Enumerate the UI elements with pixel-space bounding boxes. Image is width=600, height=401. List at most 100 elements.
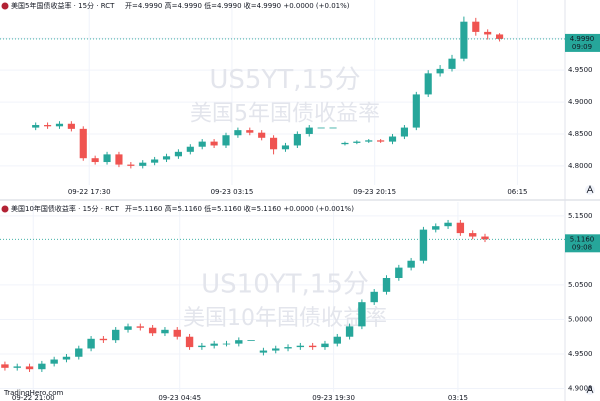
candle-body bbox=[112, 329, 120, 341]
candle-body bbox=[432, 226, 440, 230]
candle-body bbox=[496, 34, 504, 39]
candle-body bbox=[353, 141, 361, 143]
candle-body bbox=[456, 222, 465, 234]
countdown-label: 09:08 bbox=[572, 243, 592, 251]
y-tick-label: 5.0000 bbox=[568, 315, 593, 323]
candle-body bbox=[162, 156, 171, 160]
candle-body bbox=[198, 141, 206, 147]
watermark-subtitle: 美国5年国债收益率 bbox=[190, 102, 380, 127]
candle-body bbox=[407, 260, 415, 268]
y-tick-label: 4.9500 bbox=[568, 66, 593, 74]
countdown-label: 09:09 bbox=[572, 43, 592, 51]
ohlc-readout: 开=5.1160 高=5.1160 低=5.1160 收=5.1160 +0.0… bbox=[125, 204, 354, 213]
candle-body bbox=[481, 236, 489, 240]
candle-body bbox=[444, 222, 452, 227]
candle-body bbox=[468, 233, 477, 237]
candle-body bbox=[284, 347, 292, 349]
candle-body bbox=[377, 140, 385, 142]
candle-body bbox=[382, 278, 391, 292]
x-tick-label: 09-23 20:15 bbox=[353, 188, 396, 196]
candle-body bbox=[50, 359, 58, 364]
candle-body bbox=[235, 340, 243, 344]
candle-body bbox=[115, 154, 123, 165]
candle-body bbox=[75, 348, 83, 357]
candle-body bbox=[55, 123, 64, 127]
candle-body bbox=[484, 31, 492, 35]
candle-body bbox=[67, 123, 75, 129]
x-tick-label: 09-22 17:30 bbox=[68, 188, 111, 196]
candle-body bbox=[270, 137, 278, 150]
price-badge bbox=[565, 33, 600, 52]
candle-body bbox=[87, 338, 95, 349]
chart-header: 美国10年国债收益率 · 15分 · RCT bbox=[11, 204, 120, 213]
candle-body bbox=[308, 345, 317, 348]
x-tick-label: 09-23 03:15 bbox=[211, 188, 254, 196]
y-tick-label: 5.0500 bbox=[568, 281, 593, 289]
candle-body bbox=[174, 151, 182, 157]
candle-body bbox=[448, 58, 456, 69]
candle-body bbox=[186, 146, 194, 152]
candle-body bbox=[424, 73, 432, 95]
watermark: US5YT,15分 bbox=[209, 65, 360, 95]
candle-body bbox=[317, 127, 325, 129]
candle-body bbox=[305, 127, 313, 134]
candle-body bbox=[210, 141, 218, 146]
candle-body bbox=[370, 291, 378, 303]
y-tick-label: 4.8500 bbox=[568, 130, 593, 138]
candle-body bbox=[62, 356, 71, 360]
candle-body bbox=[258, 132, 266, 138]
price-badge-label: 4.9990 bbox=[570, 35, 595, 43]
auto-scale-button[interactable] bbox=[585, 184, 595, 195]
candle-body bbox=[400, 127, 408, 137]
candle-body bbox=[412, 94, 420, 128]
candle-body bbox=[293, 133, 301, 146]
candle-body bbox=[321, 343, 329, 348]
x-tick-label: 03:15 bbox=[448, 394, 468, 401]
candle-body bbox=[247, 340, 255, 341]
candle-body bbox=[395, 267, 403, 278]
x-tick-label: 06:15 bbox=[507, 188, 527, 196]
candle-body bbox=[388, 136, 397, 142]
candle-body bbox=[222, 343, 231, 345]
candle-body bbox=[296, 345, 305, 348]
candle-body bbox=[173, 329, 181, 337]
y-tick-label: 4.9000 bbox=[568, 98, 593, 106]
flag-icon bbox=[1, 2, 9, 10]
candle-body bbox=[246, 130, 254, 133]
flag-icon bbox=[1, 205, 9, 213]
candle-body bbox=[329, 127, 337, 129]
candle-body bbox=[333, 336, 341, 344]
candle-body bbox=[38, 363, 46, 370]
candle-body bbox=[460, 21, 468, 59]
candle-body bbox=[281, 145, 290, 150]
candle-body bbox=[151, 159, 159, 163]
candle-body bbox=[161, 329, 169, 334]
x-tick-label: 09-22 21:00 bbox=[12, 394, 55, 401]
y-tick-label: 4.9000 bbox=[568, 385, 593, 393]
candle-body bbox=[365, 140, 373, 142]
candle-body bbox=[472, 21, 480, 32]
candle-body bbox=[272, 348, 280, 351]
chart-header: 美国5年国债收益率 · 15分 · RCT bbox=[11, 1, 115, 10]
x-tick-label: 09-23 19:30 bbox=[312, 394, 355, 401]
candle-body bbox=[99, 338, 108, 341]
auto-scale-button[interactable] bbox=[585, 384, 595, 395]
candle-body bbox=[139, 162, 147, 166]
watermark-subtitle: 美国10年国债收益率 bbox=[183, 306, 387, 331]
panel: 4.9000 4.9500 5.0000 5.0500 5.1500 09-22 21:0… bbox=[0, 202, 600, 401]
candle-body bbox=[79, 128, 87, 159]
candle-body bbox=[222, 135, 230, 146]
price-badge bbox=[565, 234, 600, 253]
candle-body bbox=[341, 142, 349, 145]
candle-body bbox=[25, 366, 34, 370]
candle-body bbox=[32, 125, 40, 128]
watermark: US10YT,15分 bbox=[201, 270, 369, 300]
ohlc-readout: 开=4.9990 高=4.9990 低=4.9990 收=4.9990 +0.0… bbox=[125, 1, 350, 10]
y-tick-label: 4.9500 bbox=[568, 350, 593, 358]
candle-body bbox=[234, 130, 242, 136]
candle-body bbox=[103, 154, 111, 163]
candle-body bbox=[13, 366, 21, 368]
candle-body bbox=[127, 164, 135, 166]
